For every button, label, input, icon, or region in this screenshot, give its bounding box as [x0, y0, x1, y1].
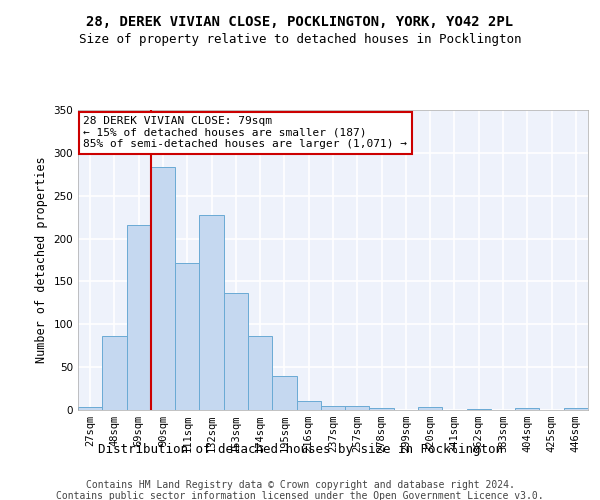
- Bar: [102, 336, 127, 410]
- Bar: [515, 408, 539, 410]
- Bar: [248, 336, 272, 410]
- Bar: [272, 376, 296, 410]
- Text: Distribution of detached houses by size in Pocklington: Distribution of detached houses by size …: [97, 442, 503, 456]
- Bar: [127, 225, 151, 410]
- Y-axis label: Number of detached properties: Number of detached properties: [35, 156, 48, 364]
- Bar: [151, 168, 175, 410]
- Bar: [345, 406, 370, 410]
- Bar: [224, 294, 248, 410]
- Bar: [564, 408, 588, 410]
- Text: 28, DEREK VIVIAN CLOSE, POCKLINGTON, YORK, YO42 2PL: 28, DEREK VIVIAN CLOSE, POCKLINGTON, YOR…: [86, 15, 514, 29]
- Text: Size of property relative to detached houses in Pocklington: Size of property relative to detached ho…: [79, 32, 521, 46]
- Text: Contains public sector information licensed under the Open Government Licence v3: Contains public sector information licen…: [56, 491, 544, 500]
- Text: 28 DEREK VIVIAN CLOSE: 79sqm
← 15% of detached houses are smaller (187)
85% of s: 28 DEREK VIVIAN CLOSE: 79sqm ← 15% of de…: [83, 116, 407, 149]
- Bar: [467, 409, 491, 410]
- Text: Contains HM Land Registry data © Crown copyright and database right 2024.: Contains HM Land Registry data © Crown c…: [86, 480, 514, 490]
- Bar: [175, 262, 199, 410]
- Bar: [321, 406, 345, 410]
- Bar: [296, 402, 321, 410]
- Bar: [78, 408, 102, 410]
- Bar: [418, 408, 442, 410]
- Bar: [199, 216, 224, 410]
- Bar: [370, 408, 394, 410]
